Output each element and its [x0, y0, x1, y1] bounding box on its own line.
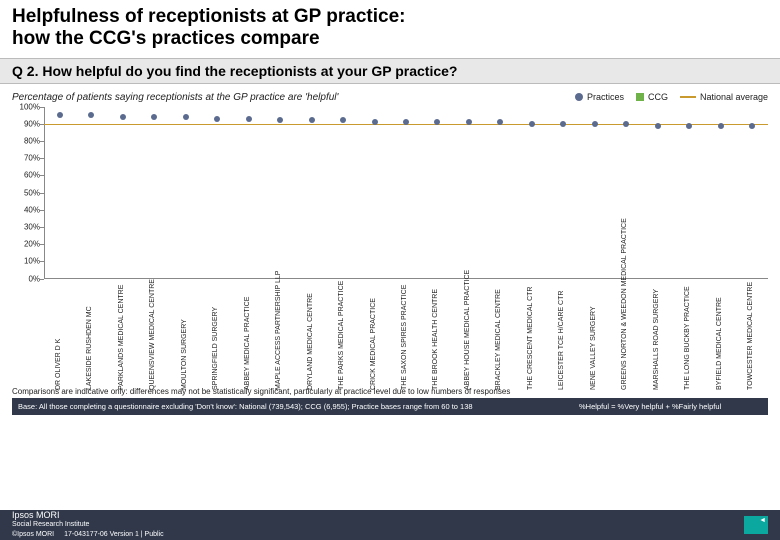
practice-label: MOULTON SURGERY	[181, 282, 188, 390]
practice-label: GREENS NORTON & WEEDON MEDICAL PRACTICE	[621, 282, 628, 390]
y-tick-label: 0%	[28, 274, 40, 283]
y-tick-label: 40%	[24, 205, 40, 214]
ccg-swatch-icon	[636, 93, 644, 101]
practice-point	[88, 112, 94, 118]
national-swatch-icon	[680, 96, 696, 98]
practice-label: BYFIELD MEDICAL CENTRE	[716, 282, 723, 390]
y-tick-label: 90%	[24, 119, 40, 128]
practice-label: THE BROOK HEALTH CENTRE	[432, 282, 439, 390]
legend-national-label: National average	[700, 92, 768, 102]
practice-label: LEICESTER TCE H/CARE CTR	[558, 282, 565, 390]
title-block: Helpfulness of receptionists at GP pract…	[0, 0, 780, 54]
practice-label: LAKESIDE RUSHDEN MC	[86, 282, 93, 390]
x-axis-labels: DR OLIVER D K LAKESIDE RUSHDEN MC PARKLAND…	[44, 282, 768, 390]
practice-label: BRACKLEY MEDICAL CENTRE	[495, 282, 502, 390]
y-tick-label: 50%	[24, 188, 40, 197]
ipsos-logo-icon: ◄	[744, 516, 768, 534]
version: 17-043177-06 Version 1 | Public	[64, 531, 164, 539]
practice-label: ABBEY HOUSE MEDICAL PRACTICE	[464, 282, 471, 390]
y-axis-labels: 0%10%20%30%40%50%60%70%80%90%100%	[12, 107, 42, 279]
y-tick	[40, 158, 44, 159]
y-tick	[40, 244, 44, 245]
practice-label: DRYLAND MEDICAL CENTRE	[307, 282, 314, 390]
practice-label: THE CRESCENT MEDICAL CTR	[527, 282, 534, 390]
practice-label: PARKLANDS MEDICAL CENTRE	[118, 282, 125, 390]
y-tick	[40, 227, 44, 228]
brand-name: Ipsos MORI	[12, 511, 164, 521]
y-tick	[40, 124, 44, 125]
legend-ccg-label: CCG	[648, 92, 668, 102]
subtitle: Percentage of patients saying receptioni…	[12, 92, 338, 103]
practice-label: MAPLE ACCESS PARTNERSHIP LLP	[275, 282, 282, 390]
y-tick-label: 20%	[24, 240, 40, 249]
y-tick	[40, 210, 44, 211]
footer-helpful-def: %Helpful = %Very helpful + %Fairly helpf…	[573, 398, 768, 415]
y-tick-label: 10%	[24, 257, 40, 266]
question-text: Q 2. How helpful do you find the recepti…	[12, 63, 768, 79]
title-line2: how the CCG's practices compare	[12, 28, 768, 50]
legend-practices: Practices	[575, 92, 624, 102]
y-tick-label: 70%	[24, 154, 40, 163]
y-tick	[40, 193, 44, 194]
y-tick	[40, 261, 44, 262]
practices-swatch-icon	[575, 93, 583, 101]
legend-practices-label: Practices	[587, 92, 624, 102]
title-line1: Helpfulness of receptionists at GP pract…	[12, 6, 768, 28]
y-tick-label: 60%	[24, 171, 40, 180]
legend: Practices CCG National average	[575, 92, 768, 102]
practice-label: NENE VALLEY SURGERY	[590, 282, 597, 390]
plot-area	[44, 107, 768, 279]
practice-label: TOWCESTER MEDICAL CENTRE	[747, 282, 754, 390]
subtitle-row: Percentage of patients saying receptioni…	[0, 88, 780, 105]
chart-grid	[44, 107, 768, 279]
y-tick-label: 80%	[24, 137, 40, 146]
y-tick	[40, 279, 44, 280]
bottom-strip: Ipsos MORI Social Research Institute ©Ip…	[0, 510, 780, 540]
practice-label: THE PARKS MEDICAL PRACTICE	[338, 282, 345, 390]
question-bar: Q 2. How helpful do you find the recepti…	[0, 58, 780, 84]
practice-label: DR OLIVER D K	[55, 282, 62, 390]
practice-label: ABBEY MEDICAL PRACTICE	[244, 282, 251, 390]
y-tick	[40, 141, 44, 142]
footer-bars: Base: All those completing a questionnai…	[0, 398, 780, 419]
legend-ccg: CCG	[636, 92, 668, 102]
y-tick-label: 100%	[20, 102, 40, 111]
legend-national: National average	[680, 92, 768, 102]
footer-base-text: Base: All those completing a questionnai…	[12, 398, 573, 415]
practice-label: QUEENSVIEW MEDICAL CENTRE	[149, 282, 156, 390]
copyright: ©Ipsos MORI	[12, 531, 54, 539]
bottom-left: Ipsos MORI Social Research Institute ©Ip…	[12, 511, 164, 538]
practice-label: MARSHALLS ROAD SURGERY	[653, 282, 660, 390]
practice-label: CRICK MEDICAL PRACTICE	[370, 282, 377, 390]
y-tick	[40, 107, 44, 108]
y-tick-label: 30%	[24, 223, 40, 232]
institute-name: Social Research Institute	[12, 521, 164, 529]
practice-point	[57, 112, 63, 118]
chart: 0%10%20%30%40%50%60%70%80%90%100% DR OLI…	[12, 107, 768, 387]
practice-label: SPRINGFIELD SURGERY	[212, 282, 219, 390]
y-tick	[40, 175, 44, 176]
practice-label: THE SAXON SPIRES PRACTICE	[401, 282, 408, 390]
practice-label: THE LONG BUCKBY PRACTICE	[684, 282, 691, 390]
